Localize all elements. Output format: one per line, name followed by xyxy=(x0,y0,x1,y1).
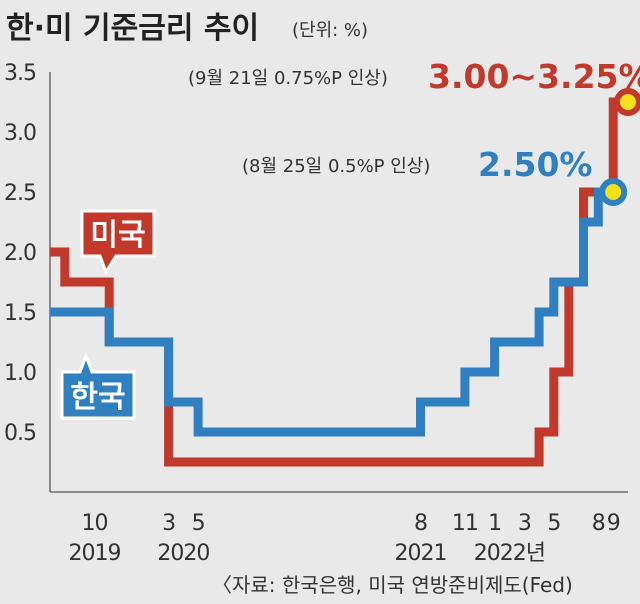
page-title: 한·미 기준금리 추이 xyxy=(6,11,259,46)
legend-korea-label: 한국 xyxy=(70,380,125,415)
year-label: 2020 xyxy=(157,541,209,566)
x-tick-label: 8 xyxy=(414,511,427,536)
y-tick-label: 1.0 xyxy=(4,361,36,386)
series-line-korea xyxy=(50,187,614,437)
x-tick-labels: 10 3 5 8 11 1 3 5 8 9 xyxy=(81,511,620,536)
annotation-us-value: 3.00~3.25% xyxy=(428,57,640,96)
annotation-us-note: (9월 21일 0.75%P 인상) xyxy=(188,68,388,89)
endpoint-marker-korea xyxy=(599,178,628,206)
y-tick-label: 3.5 xyxy=(4,61,36,86)
year-label: 2021 xyxy=(394,541,446,566)
legend-us: 미국 xyxy=(80,209,156,276)
x-tick-label: 1 xyxy=(488,511,501,536)
year-label: 2022년 xyxy=(474,541,545,566)
endpoint-marker-us xyxy=(614,88,640,116)
x-tick-label: 10 xyxy=(81,511,107,536)
x-tick-label: 5 xyxy=(192,511,205,536)
legend-korea: 한국 xyxy=(60,351,136,420)
x-tick-label: 9 xyxy=(607,511,620,536)
x-tick-label: 11 xyxy=(452,511,478,536)
source-note: 〈자료: 한국은행, 미국 연방준비제도(Fed) xyxy=(212,573,573,597)
y-tick-label: 1.5 xyxy=(4,301,36,326)
annotation-korea-value: 2.50% xyxy=(478,145,593,184)
x-tick-label: 3 xyxy=(518,511,531,536)
legend-us-label: 미국 xyxy=(90,218,145,253)
year-label: 2019 xyxy=(68,541,120,566)
unit-label: (단위: %) xyxy=(292,20,368,41)
x-tick-label: 3 xyxy=(162,511,175,536)
x-tick-label: 8 xyxy=(592,511,605,536)
y-tick-labels: 0.5 1.0 1.5 2.0 2.5 3.0 3.5 xyxy=(4,61,37,446)
y-tick-label: 3.0 xyxy=(4,121,36,146)
x-tick-label: 5 xyxy=(547,511,560,536)
year-labels: 2019 2020 2021 2022년 xyxy=(68,541,546,566)
y-tick-label: 2.5 xyxy=(4,181,36,206)
y-tick-label: 0.5 xyxy=(4,421,36,446)
series-line-us xyxy=(50,97,628,467)
y-tick-label: 2.0 xyxy=(4,241,36,266)
annotation-korea-note: (8월 25일 0.5%P 인상) xyxy=(242,156,430,177)
